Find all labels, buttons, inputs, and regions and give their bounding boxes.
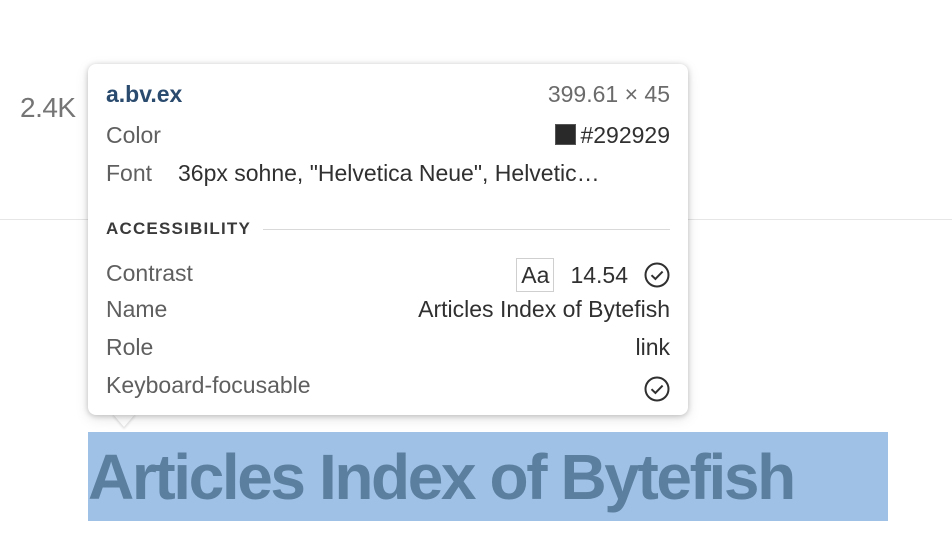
- contrast-label: Contrast: [106, 260, 193, 286]
- check-circle-icon: [644, 262, 670, 288]
- font-row: Font 36px sohne, "Helvetica Neue", Helve…: [106, 158, 670, 188]
- contrast-value: Aa 14.54: [516, 256, 670, 292]
- element-highlight-overlay: [88, 432, 888, 521]
- keyboard-focusable-label: Keyboard-focusable: [106, 372, 311, 398]
- inspector-tooltip: a.bv.ex 399.61 × 45 Color #292929 Font 3…: [88, 64, 688, 415]
- color-label: Color: [106, 122, 161, 148]
- element-selector: a.bv.ex: [106, 81, 183, 107]
- tooltip-arrow: [112, 413, 136, 427]
- contrast-ratio: 14.54: [570, 261, 628, 288]
- section-divider: [106, 229, 670, 230]
- contrast-sample: Aa: [516, 257, 555, 292]
- clap-count: 2.4K: [20, 92, 76, 123]
- name-row: Name Articles Index of Bytefish: [106, 294, 670, 324]
- name-label: Name: [106, 296, 168, 322]
- contrast-row: Contrast Aa 14.54: [106, 256, 670, 292]
- font-value: 36px sohne, "Helvetica Neue", Helvetic…: [178, 160, 600, 186]
- keyboard-focusable-value: [644, 372, 670, 402]
- color-row: Color #292929: [106, 120, 670, 150]
- role-label: Role: [106, 334, 154, 360]
- color-swatch: [555, 124, 577, 145]
- color-hex: #292929: [580, 122, 670, 148]
- role-row: Role link: [106, 332, 670, 362]
- name-value: Articles Index of Bytefish: [418, 296, 670, 322]
- font-label: Font: [106, 160, 153, 186]
- check-circle-icon: [644, 376, 670, 402]
- articles-index-link[interactable]: Articles Index of Bytefish: [88, 441, 796, 513]
- accessibility-section-header: ACCESSIBILITY: [106, 218, 670, 240]
- color-value: #292929: [555, 120, 670, 150]
- role-value: link: [635, 334, 670, 360]
- element-dimensions: 399.61 × 45: [547, 81, 670, 107]
- tooltip-header: a.bv.ex 399.61 × 45: [106, 79, 670, 109]
- keyboard-focusable-row: Keyboard-focusable: [106, 370, 670, 402]
- accessibility-title: ACCESSIBILITY: [106, 218, 264, 240]
